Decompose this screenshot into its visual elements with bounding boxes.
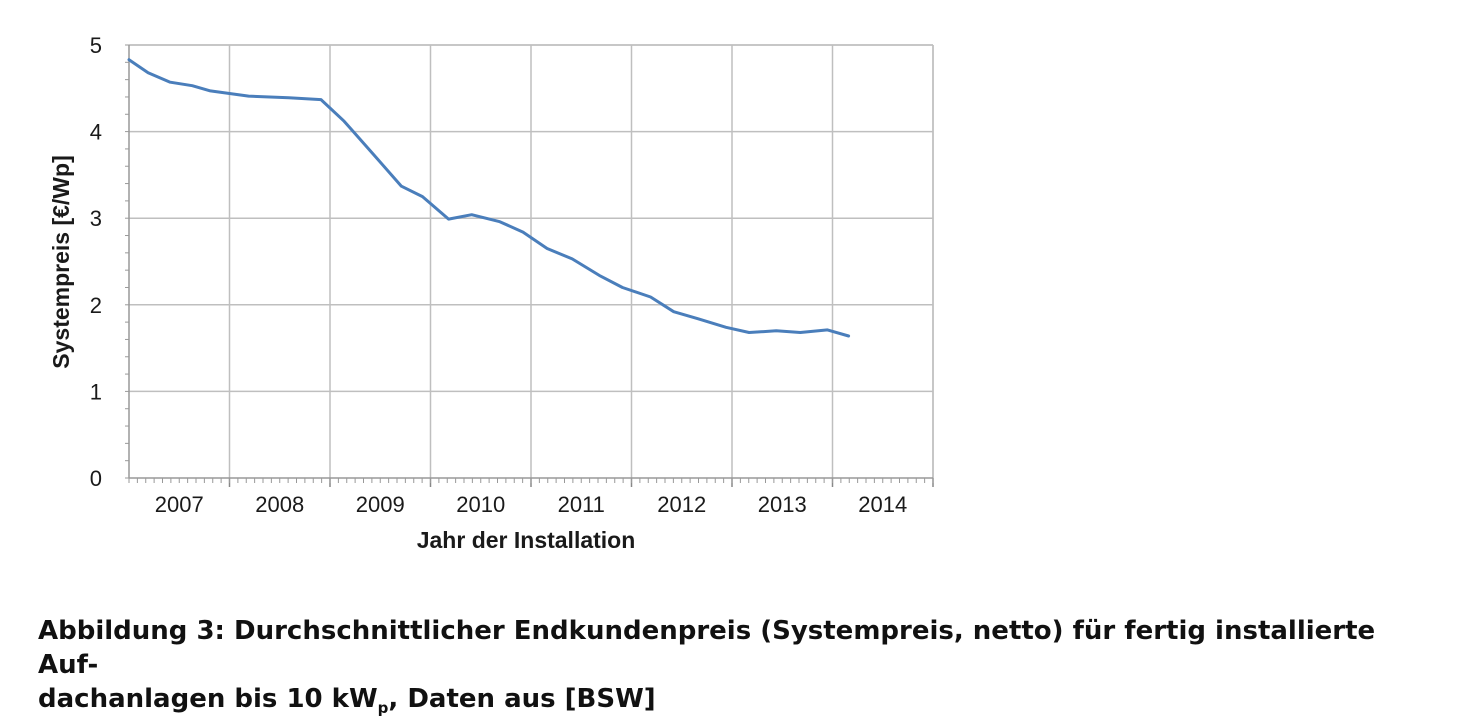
caption-subscript: p [377,699,389,717]
y-tick-label: 0 [90,466,102,491]
y-tick-label: 2 [90,293,102,318]
x-tick-label: 2011 [558,492,605,517]
caption-text-b: , Daten aus [BSW] [388,684,656,714]
x-tick-label: 2007 [155,492,204,517]
x-tick-label: 2013 [758,492,807,517]
x-tick-label: 2014 [858,492,907,517]
x-tick-label: 2010 [456,492,505,517]
x-tick-label: 2008 [255,492,304,517]
series-line [127,58,851,338]
y-tick-label: 4 [90,120,102,145]
axes [125,44,934,487]
y-tick-label: 5 [90,33,102,58]
series-layer [127,58,851,338]
grid [129,44,934,478]
caption-line-2: dachanlagen bis 10 kWp, Daten aus [BSW] [38,682,1438,716]
x-tick-label: 2009 [356,492,405,517]
caption-text-a: dachanlagen bis 10 kW [38,684,378,714]
y-tick-label: 3 [90,206,102,231]
caption-line-1: Abbildung 3: Durchschnittlicher Endkunde… [38,616,1376,680]
x-tick-label: 2012 [657,492,706,517]
y-axis-title: Systempreis [€/Wp] [48,155,74,368]
y-tick-label: 1 [90,379,102,404]
figure-caption: Abbildung 3: Durchschnittlicher Endkunde… [38,614,1438,716]
y-tick-labels: 0 1 2 3 4 5 [90,33,102,491]
x-tick-labels: 2007 2008 2009 2010 2011 2012 2013 2014 [155,492,907,517]
x-axis-title: Jahr der Installation [417,527,636,553]
